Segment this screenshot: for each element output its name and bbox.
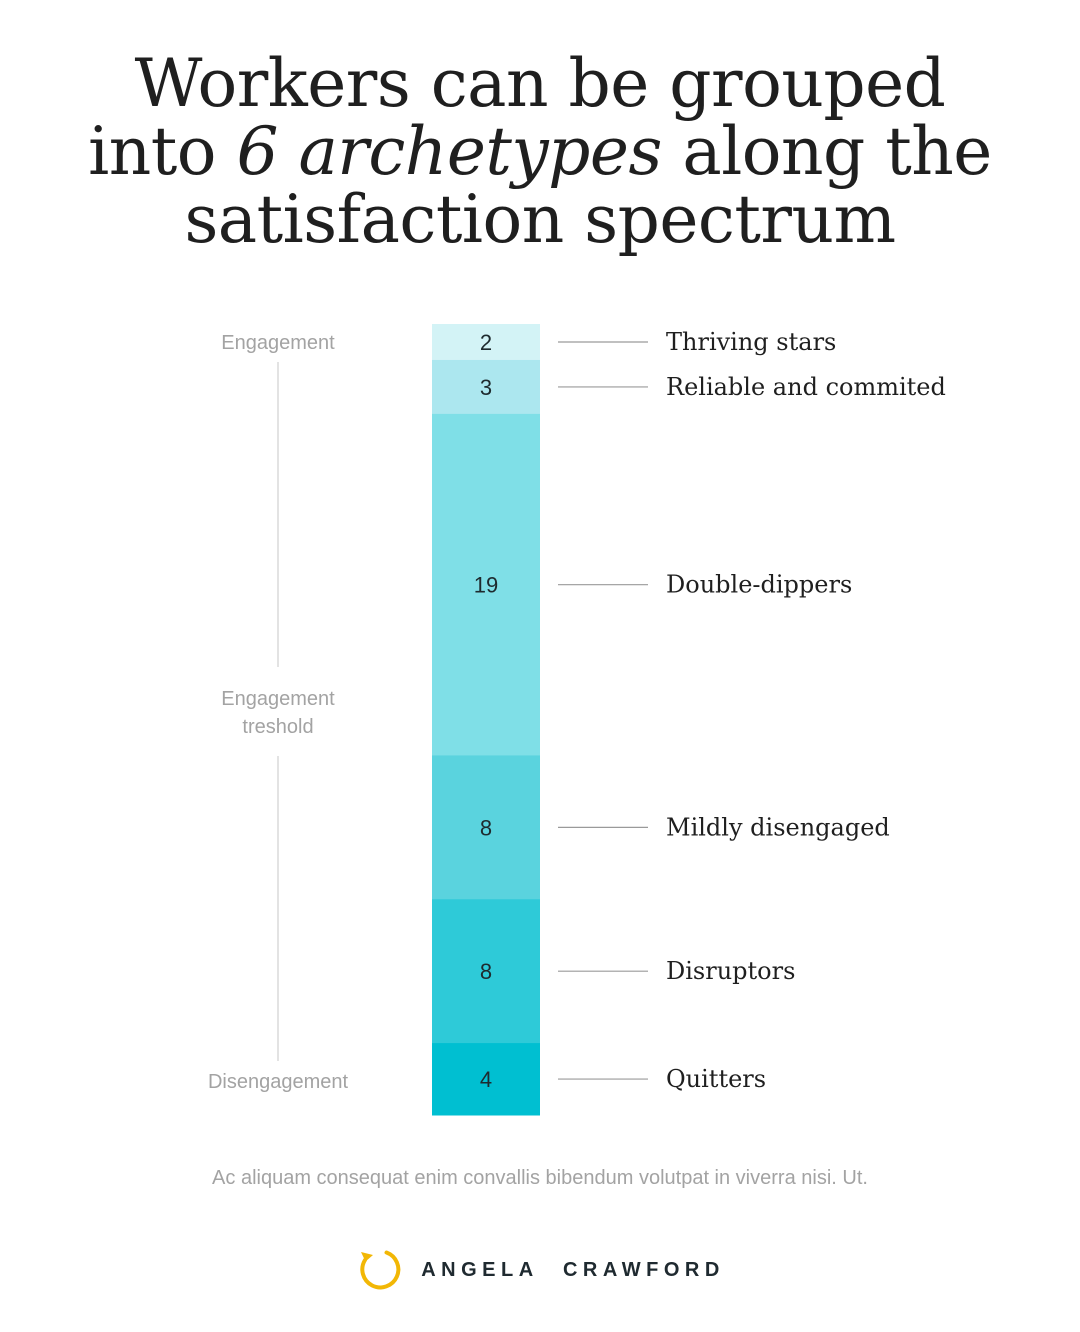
title-line-2-start: into: [88, 113, 237, 190]
bar-segment-1: [432, 324, 540, 361]
circular-arrow-icon: [355, 1244, 403, 1297]
bar-value-label-4: 8: [480, 815, 492, 840]
category-label-5: Disruptors: [666, 957, 795, 985]
category-label-4: Mildly disengaged: [666, 813, 890, 841]
axis-label-engagement: Engagement: [221, 332, 335, 354]
bar-segment-2: [432, 359, 540, 415]
title-line-3: satisfaction spectrum: [184, 181, 896, 258]
axis-label-disengagement: Disengagement: [208, 1071, 349, 1093]
bar-segment-4: [432, 755, 540, 900]
title-line-1: Workers can be grouped: [134, 45, 946, 122]
bar-value-label-2: 3: [480, 375, 492, 400]
page-title: Workers can be grouped into 6 archetypes…: [40, 50, 1040, 254]
stacked-bar: 2 Thriving stars 3 Reliable and commited 19 D…: [432, 324, 946, 1116]
axis-label-threshold-line-1: Engagement: [221, 688, 335, 710]
archetype-chart: Engagement Engagement treshold Disengage…: [208, 324, 946, 1116]
title-archetypes-word: archetypes: [277, 113, 662, 190]
title-archetype-count: 6: [236, 113, 278, 190]
bar-value-label-6: 4: [480, 1067, 492, 1092]
engagement-axis: Engagement Engagement treshold Disengage…: [208, 332, 349, 1093]
brand-name: ANGELA CRAWFORD: [421, 1258, 725, 1281]
bar-segment-5: [432, 899, 540, 1044]
brand-logo: ANGELA CRAWFORD: [0, 1246, 1080, 1294]
title-line-2-end: along the: [661, 113, 992, 190]
footnote: Ac aliquam consequat enim convallis bibe…: [212, 1167, 868, 1189]
title-line-2: into 6 archetypes along the: [40, 118, 1040, 186]
axis-label-threshold-line-2: treshold: [242, 716, 313, 738]
bar-segment-6: [432, 1043, 540, 1116]
bar-value-label-5: 8: [480, 959, 492, 984]
bar-value-label-3: 19: [474, 573, 498, 598]
bar-segment-3: [432, 413, 540, 756]
bar-value-label-1: 2: [480, 330, 492, 355]
category-label-3: Double-dippers: [666, 571, 852, 599]
category-label-1: Thriving stars: [666, 328, 836, 356]
category-label-6: Quitters: [666, 1065, 766, 1093]
category-label-2: Reliable and commited: [666, 373, 946, 401]
